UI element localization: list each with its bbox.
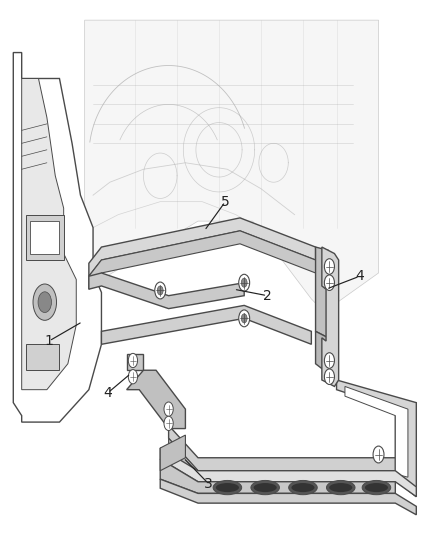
Circle shape — [33, 284, 57, 320]
Polygon shape — [26, 344, 60, 370]
Ellipse shape — [216, 483, 239, 492]
Polygon shape — [315, 332, 336, 377]
Polygon shape — [345, 386, 408, 477]
Text: 5: 5 — [221, 195, 230, 208]
Polygon shape — [127, 370, 185, 429]
Ellipse shape — [365, 483, 388, 492]
Circle shape — [164, 402, 173, 416]
Polygon shape — [169, 425, 416, 487]
Polygon shape — [160, 479, 416, 515]
Polygon shape — [160, 459, 396, 494]
Ellipse shape — [254, 483, 277, 492]
Circle shape — [164, 416, 173, 431]
Text: 4: 4 — [103, 386, 112, 400]
Circle shape — [155, 282, 166, 299]
Text: 1: 1 — [45, 334, 53, 348]
Circle shape — [241, 278, 247, 287]
Polygon shape — [315, 247, 328, 338]
Circle shape — [128, 353, 138, 368]
Circle shape — [128, 369, 138, 384]
Polygon shape — [160, 435, 185, 471]
Circle shape — [325, 353, 335, 368]
Text: 3: 3 — [204, 477, 213, 491]
Polygon shape — [89, 218, 315, 276]
Circle shape — [239, 310, 250, 327]
Circle shape — [373, 446, 384, 463]
Polygon shape — [127, 354, 143, 370]
Circle shape — [325, 369, 335, 384]
Polygon shape — [30, 221, 60, 254]
Circle shape — [241, 314, 247, 323]
Polygon shape — [102, 305, 311, 344]
Ellipse shape — [289, 480, 317, 495]
Circle shape — [157, 286, 163, 295]
Ellipse shape — [251, 480, 279, 495]
Circle shape — [239, 274, 250, 291]
Text: 4: 4 — [355, 269, 364, 283]
Polygon shape — [26, 215, 64, 260]
Circle shape — [325, 275, 335, 290]
Ellipse shape — [213, 480, 242, 495]
Polygon shape — [336, 380, 416, 497]
Circle shape — [325, 259, 335, 274]
Text: 2: 2 — [263, 289, 272, 303]
Ellipse shape — [362, 480, 391, 495]
Polygon shape — [13, 53, 102, 422]
Polygon shape — [322, 247, 339, 386]
Ellipse shape — [326, 480, 355, 495]
Ellipse shape — [329, 483, 352, 492]
Polygon shape — [85, 20, 378, 312]
Circle shape — [38, 292, 52, 312]
Polygon shape — [89, 231, 315, 289]
Polygon shape — [160, 448, 416, 497]
Polygon shape — [22, 78, 76, 390]
Polygon shape — [89, 273, 244, 309]
Polygon shape — [169, 438, 416, 497]
Ellipse shape — [291, 483, 314, 492]
